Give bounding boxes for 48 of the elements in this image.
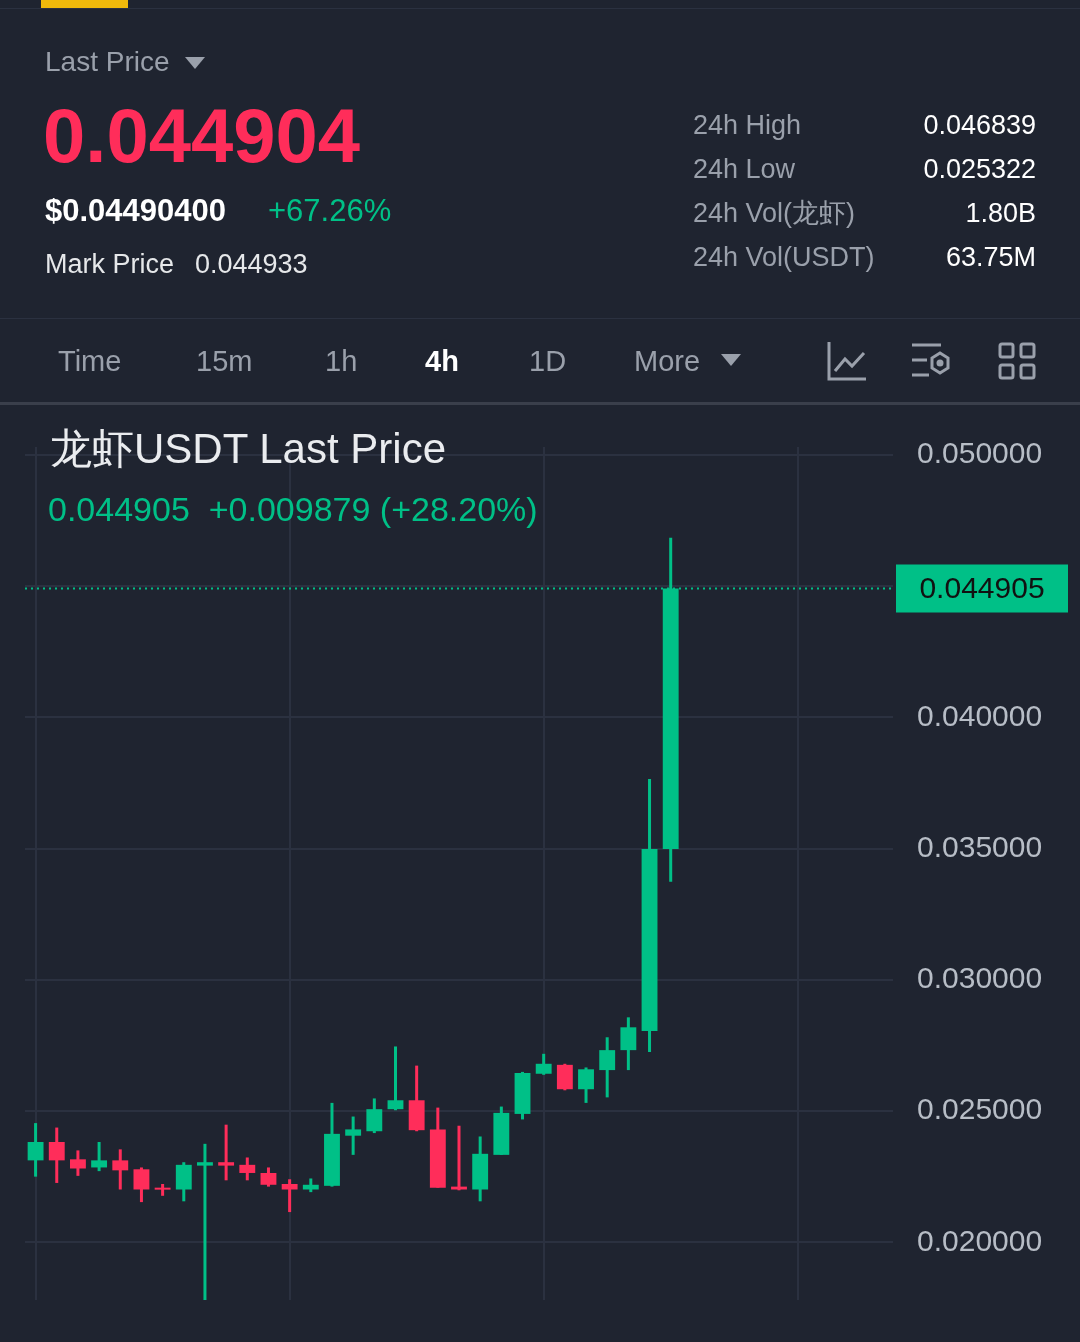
text: 63.75M xyxy=(945,242,1036,272)
text: 1D xyxy=(529,345,567,377)
text: 24h Low xyxy=(693,154,796,184)
text: 0.025322 xyxy=(923,154,1036,184)
candlestick xyxy=(620,1017,637,1072)
text: 4h xyxy=(425,345,459,377)
text: Time xyxy=(58,345,122,377)
text: Last Price xyxy=(45,46,170,77)
candlestick xyxy=(345,1116,362,1155)
candlestick xyxy=(133,1167,150,1204)
candlestick xyxy=(239,1157,256,1181)
candlestick xyxy=(91,1142,108,1173)
candlestick xyxy=(48,1127,65,1183)
candlestick xyxy=(387,1046,404,1112)
ref-line-label: 0.044905 xyxy=(919,570,1045,604)
candlestick xyxy=(599,1037,616,1098)
y-tick-label: 0.020000 xyxy=(917,1223,1043,1257)
text: More xyxy=(634,345,701,377)
chart-title: 龙虾USDT Last Price xyxy=(50,425,446,472)
candlestick xyxy=(535,1052,552,1075)
candlestick xyxy=(366,1098,383,1135)
text: 0.044905 +0.009879 (+28.20%) xyxy=(48,490,538,528)
candlestick xyxy=(218,1124,235,1181)
y-tick-label: 0.030000 xyxy=(917,961,1043,995)
text: 15m xyxy=(196,345,253,377)
text: 24h High xyxy=(693,110,802,140)
candlestick xyxy=(197,1142,213,1300)
y-tick-label: 0.050000 xyxy=(917,436,1043,470)
candlestick xyxy=(451,1125,467,1191)
candlestick xyxy=(281,1179,298,1214)
text: 0.046839 xyxy=(923,110,1036,140)
text: 24h Vol(龙虾) xyxy=(693,198,856,228)
text: Mark Price xyxy=(45,249,175,279)
text: 24h Vol(USDT) xyxy=(693,242,875,272)
candlestick xyxy=(112,1149,129,1190)
text: 0.044933 xyxy=(195,249,308,279)
text: 1.80B xyxy=(965,198,1036,228)
candlestick xyxy=(27,1123,44,1177)
y-tick-label: 0.040000 xyxy=(917,698,1043,732)
candlestick xyxy=(260,1167,277,1187)
candlestick xyxy=(69,1150,86,1176)
text: +67.26% xyxy=(268,193,392,228)
y-tick-label: 0.025000 xyxy=(917,1092,1043,1126)
text: 0.044904 xyxy=(43,93,360,178)
candlestick xyxy=(578,1067,594,1103)
text: 1h xyxy=(325,345,358,377)
y-tick-label: 0.035000 xyxy=(917,829,1043,863)
text: $0.04490400 xyxy=(45,193,227,228)
